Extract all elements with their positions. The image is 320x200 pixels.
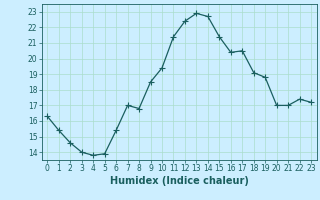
X-axis label: Humidex (Indice chaleur): Humidex (Indice chaleur) [110,176,249,186]
